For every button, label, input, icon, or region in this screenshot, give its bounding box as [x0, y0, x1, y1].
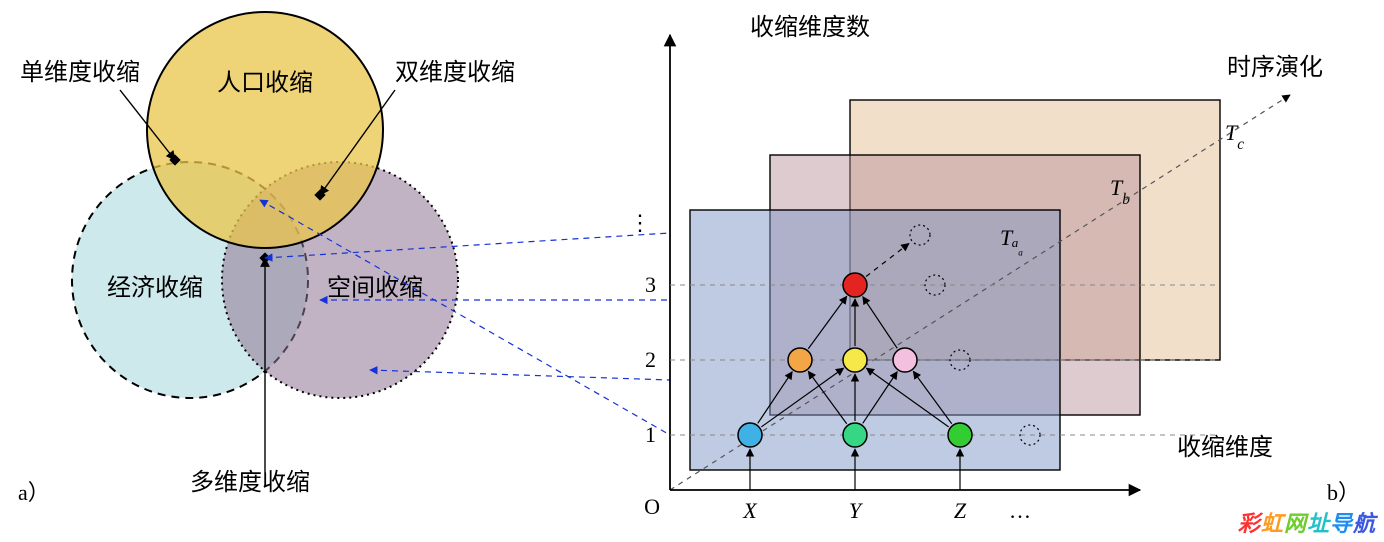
ytick-1: 1	[645, 422, 656, 447]
node-n2b	[843, 348, 867, 372]
panel-label-a: a）	[18, 480, 50, 505]
y-axis-label: 收缩维度数	[750, 14, 870, 41]
venn-label-space: 空间收缩	[327, 275, 423, 302]
callout-text-double: 双维度收缩	[395, 59, 515, 86]
node-n1a	[738, 423, 762, 447]
xtick-…: …	[1009, 498, 1031, 523]
temporal-axis-label: 时序演化	[1227, 54, 1323, 81]
node-n1c	[948, 423, 972, 447]
ytick-vdots: ⋮	[629, 210, 651, 235]
plane-label-Tc: Tc	[1225, 120, 1244, 153]
ytick-2: 2	[645, 347, 656, 372]
xtick-Y: Y	[849, 498, 864, 523]
node-n2a	[788, 348, 812, 372]
venn-circle-population	[147, 12, 383, 248]
cross-link-3	[370, 370, 670, 380]
diagram-canvas: 人口收缩经济收缩 空间收缩 单维度收缩 双维度收缩多维度收缩 TcTbTₐₐ时序演化…	[0, 0, 1384, 542]
time-planes: TcTbTₐₐ时序演化	[670, 54, 1323, 490]
callout-text-multi: 多维度收缩	[190, 469, 310, 496]
callout-text-single: 单维度收缩	[20, 59, 140, 86]
node-n3	[843, 273, 867, 297]
venn-label-economy: 经济收缩	[107, 275, 203, 302]
origin-label: O	[644, 494, 660, 519]
xtick-X: X	[742, 498, 758, 523]
xtick-Z: Z	[954, 498, 967, 523]
node-n2c	[893, 348, 917, 372]
ytick-3: 3	[645, 272, 656, 297]
node-n1b	[843, 423, 867, 447]
x-axis-label: 收缩维度	[1177, 434, 1273, 461]
panel-label-b: b）	[1327, 480, 1360, 505]
venn-label-population: 人口收缩	[217, 70, 313, 97]
